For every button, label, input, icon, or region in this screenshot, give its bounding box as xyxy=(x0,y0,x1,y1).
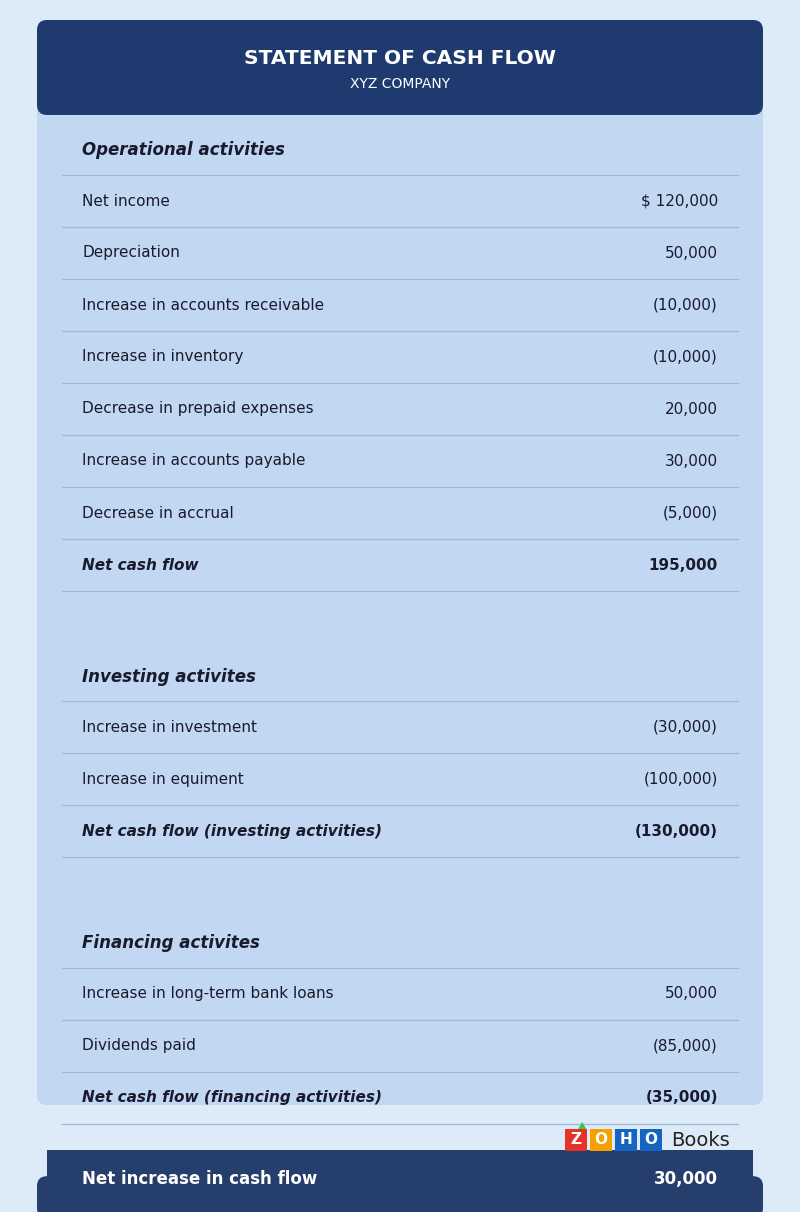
Bar xyxy=(47,90,753,105)
Text: O: O xyxy=(645,1132,658,1148)
Text: Investing activites: Investing activites xyxy=(82,668,256,686)
Text: 50,000: 50,000 xyxy=(665,246,718,261)
Text: Net cash flow (financing activities): Net cash flow (financing activities) xyxy=(82,1091,382,1105)
Bar xyxy=(640,1130,662,1151)
Text: (85,000): (85,000) xyxy=(654,1039,718,1053)
Text: Increase in investment: Increase in investment xyxy=(82,720,257,734)
Text: (100,000): (100,000) xyxy=(644,772,718,787)
Text: 30,000: 30,000 xyxy=(665,453,718,469)
Bar xyxy=(565,1130,587,1151)
FancyBboxPatch shape xyxy=(37,21,763,115)
Text: 30,000: 30,000 xyxy=(654,1170,718,1188)
Text: 195,000: 195,000 xyxy=(649,558,718,572)
Text: Decrease in prepaid expenses: Decrease in prepaid expenses xyxy=(82,401,314,417)
Text: (35,000): (35,000) xyxy=(646,1091,718,1105)
Bar xyxy=(615,1130,637,1151)
Text: Financing activites: Financing activites xyxy=(82,934,260,951)
Text: 20,000: 20,000 xyxy=(665,401,718,417)
Text: Increase in inventory: Increase in inventory xyxy=(82,349,243,365)
Text: (30,000): (30,000) xyxy=(653,720,718,734)
Text: Increase in long-term bank loans: Increase in long-term bank loans xyxy=(82,987,334,1001)
Text: XYZ COMPANY: XYZ COMPANY xyxy=(350,78,450,91)
FancyBboxPatch shape xyxy=(37,1176,763,1212)
FancyBboxPatch shape xyxy=(37,21,763,1105)
Text: Net income: Net income xyxy=(82,194,170,208)
Text: $ 120,000: $ 120,000 xyxy=(641,194,718,208)
Text: (5,000): (5,000) xyxy=(663,505,718,520)
Bar xyxy=(590,1130,612,1151)
Bar xyxy=(47,1150,753,1196)
Text: Decrease in accrual: Decrease in accrual xyxy=(82,505,234,520)
Text: Increase in accounts payable: Increase in accounts payable xyxy=(82,453,306,469)
Text: Net increase in cash flow: Net increase in cash flow xyxy=(82,1170,318,1188)
Text: O: O xyxy=(594,1132,607,1148)
Text: Books: Books xyxy=(671,1131,730,1149)
Polygon shape xyxy=(578,1122,586,1130)
Text: Depreciation: Depreciation xyxy=(82,246,180,261)
Text: Z: Z xyxy=(570,1132,582,1148)
Text: Net cash flow: Net cash flow xyxy=(82,558,198,572)
Text: STATEMENT OF CASH FLOW: STATEMENT OF CASH FLOW xyxy=(244,48,556,68)
Text: (10,000): (10,000) xyxy=(654,349,718,365)
Text: Net cash flow (investing activities): Net cash flow (investing activities) xyxy=(82,824,382,839)
Text: Increase in accounts receivable: Increase in accounts receivable xyxy=(82,297,324,313)
Text: H: H xyxy=(620,1132,632,1148)
Text: Increase in equiment: Increase in equiment xyxy=(82,772,244,787)
Text: Dividends paid: Dividends paid xyxy=(82,1039,196,1053)
Text: (130,000): (130,000) xyxy=(635,824,718,839)
Text: Operational activities: Operational activities xyxy=(82,141,285,159)
Text: (10,000): (10,000) xyxy=(654,297,718,313)
Text: 50,000: 50,000 xyxy=(665,987,718,1001)
